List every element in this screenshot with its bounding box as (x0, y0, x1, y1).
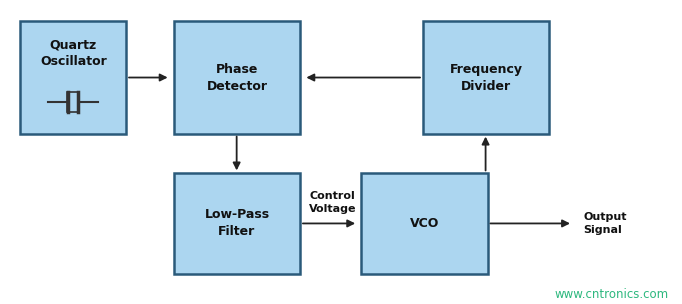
Bar (361, 173, 488, 274)
Bar (67, 92, 79, 112)
Bar (423, 21, 549, 134)
Text: Quartz
Oscillator: Quartz Oscillator (40, 38, 106, 68)
Text: Phase
Detector: Phase Detector (207, 63, 267, 92)
Text: VCO: VCO (410, 217, 439, 230)
Text: www.cntronics.com: www.cntronics.com (554, 288, 668, 301)
Text: Output
Signal: Output Signal (583, 212, 627, 235)
Bar (174, 173, 300, 274)
Bar (174, 21, 300, 134)
Text: Low-Pass
Filter: Low-Pass Filter (205, 209, 269, 238)
Text: Control
Voltage: Control Voltage (309, 191, 357, 214)
Text: Frequency
Divider: Frequency Divider (449, 63, 522, 92)
Bar (20, 21, 126, 134)
